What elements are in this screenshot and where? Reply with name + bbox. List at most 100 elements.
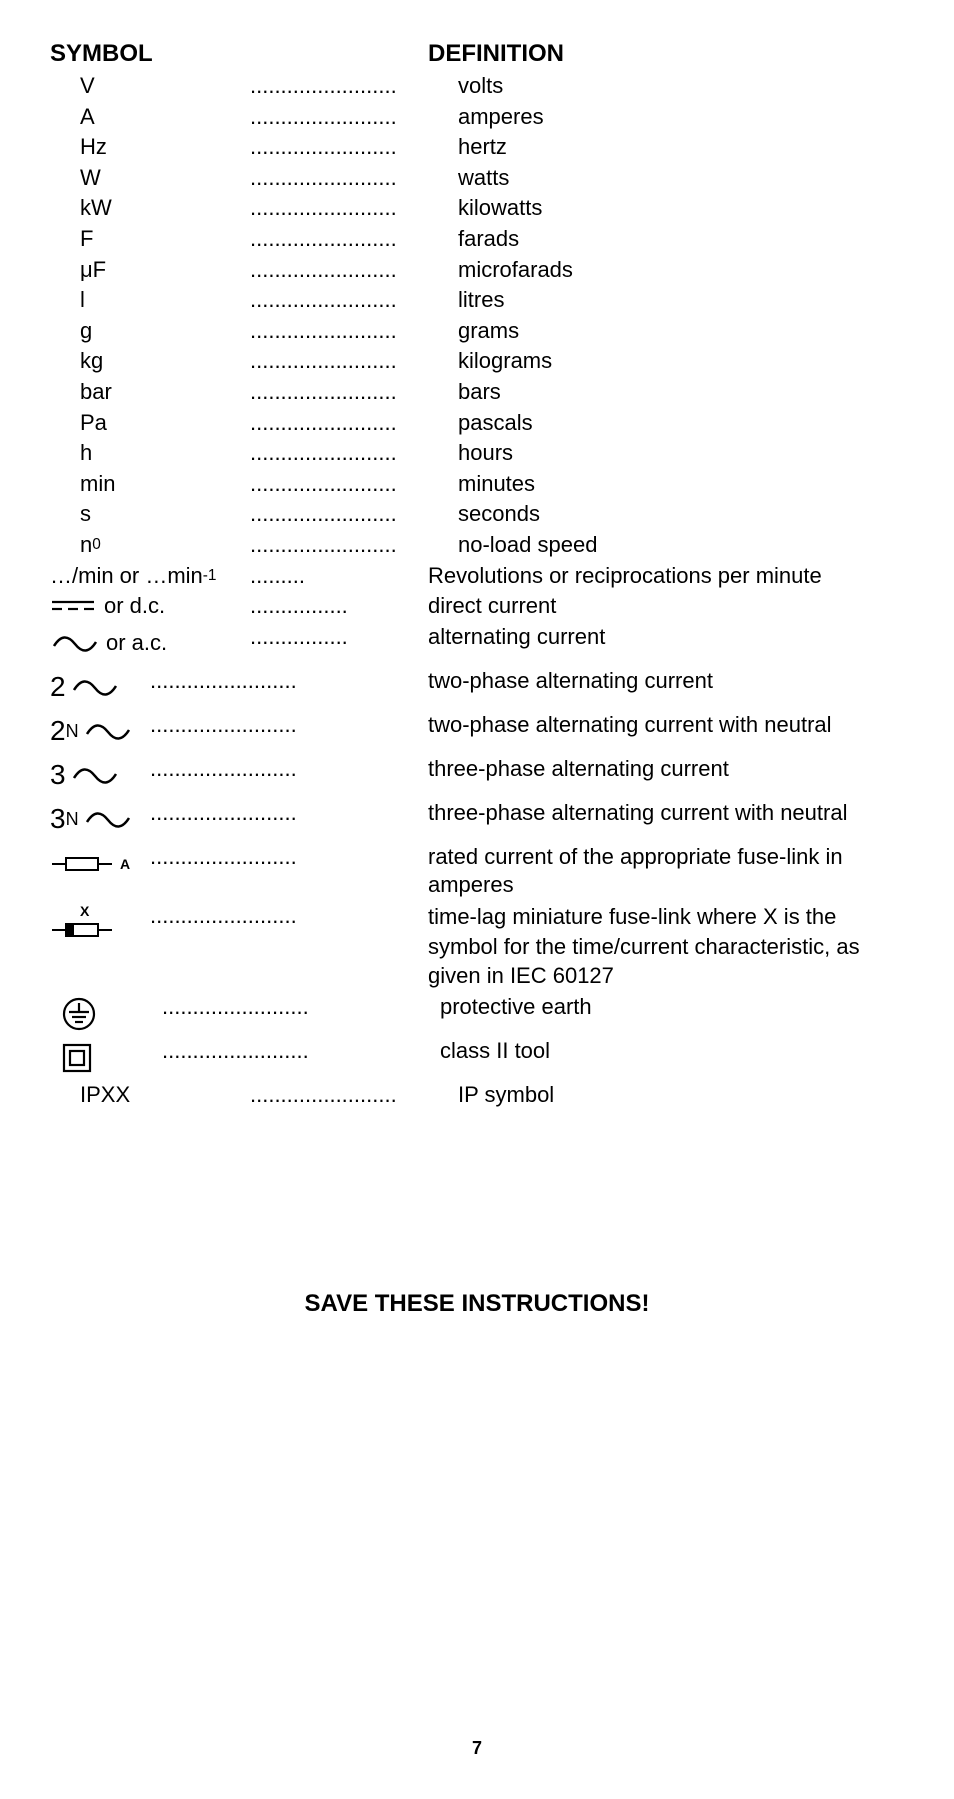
symbol-Pa: Pa	[50, 409, 250, 438]
row-volts: V ........................ volts	[50, 72, 904, 101]
row-pascals: Pa ........................ pascals	[50, 409, 904, 438]
ac-wave-icon	[83, 806, 133, 834]
dots: ........................	[250, 378, 450, 407]
fuse-a-icon: A	[50, 854, 140, 874]
row-farads: F ........................ farads	[50, 225, 904, 254]
dots: ........................	[250, 409, 450, 438]
ac-icon	[50, 630, 100, 658]
symbol-min: min	[50, 470, 250, 499]
dots: ........................	[150, 667, 420, 696]
row-dc: or d.c. ................ direct current	[50, 592, 904, 621]
symbol-kW: kW	[50, 194, 250, 223]
symbol-dc: or d.c.	[50, 592, 250, 621]
dots: ........................	[250, 256, 450, 285]
symbol-rpm: …/min or …min-1	[50, 562, 250, 591]
dots: ........................	[250, 72, 450, 101]
symbol-l: l	[50, 286, 250, 315]
ac-text: or a.c.	[106, 629, 167, 658]
def-dc: direct current	[420, 592, 556, 621]
row-grams: g ........................ grams	[50, 317, 904, 346]
row-ac2: 2 ........................ two-phase alt…	[50, 667, 904, 709]
dc-icon	[50, 599, 96, 613]
fuse-x-icon: X	[50, 906, 120, 940]
symbol-ac3: 3	[50, 755, 150, 797]
def-fuse-x: time-lag miniature fuse-link where X is …	[420, 902, 904, 991]
row-hertz: Hz ........................ hertz	[50, 133, 904, 162]
def-volts: volts	[450, 72, 503, 101]
def-ac3n: three-phase alternating current with neu…	[420, 799, 847, 828]
def-rpm: Revolutions or reciprocations per minute	[420, 562, 822, 591]
save-instructions: SAVE THESE INSTRUCTIONS!	[50, 1290, 904, 1318]
row-no-load-speed: n0 ........................ no-load spee…	[50, 531, 904, 560]
dots: ........................	[250, 164, 450, 193]
dots: ........................	[250, 470, 450, 499]
table-header: SYMBOL DEFINITION	[50, 40, 904, 68]
dots: ........................	[162, 1037, 432, 1066]
n0-sub: 0	[92, 535, 101, 555]
dots: ........................	[250, 317, 450, 346]
dots: ........................	[250, 133, 450, 162]
ac3n-num: 3	[50, 801, 66, 837]
dots: ........................	[250, 103, 450, 132]
row-rpm: …/min or …min-1 ......... Revolutions or…	[50, 562, 904, 591]
row-minutes: min ........................ minutes	[50, 470, 904, 499]
dots: ........................	[150, 843, 420, 872]
symbol-ac: or a.c.	[50, 623, 250, 665]
row-ac3n: 3N ........................ three-phase …	[50, 799, 904, 841]
symbol-g: g	[50, 317, 250, 346]
def-ip: IP symbol	[450, 1081, 554, 1110]
def-class2: class II tool	[432, 1037, 550, 1066]
def-ac: alternating current	[420, 623, 605, 652]
def-litres: litres	[450, 286, 504, 315]
def-no-load: no-load speed	[450, 531, 597, 560]
ac3n-N: N	[66, 808, 79, 831]
row-pe: ........................ protective eart…	[50, 993, 904, 1035]
row-amperes: A ........................ amperes	[50, 103, 904, 132]
def-ac3: three-phase alternating current	[420, 755, 729, 784]
symbol-bar: bar	[50, 378, 250, 407]
svg-text:A: A	[120, 856, 130, 872]
row-microfarads: μF ........................ microfarads	[50, 256, 904, 285]
def-fuse-a: rated current of the appropriate fuse-li…	[420, 843, 904, 900]
dots: ........................	[162, 993, 432, 1022]
svg-text:X: X	[80, 906, 90, 919]
row-ac2n: 2N ........................ two-phase al…	[50, 711, 904, 753]
symbol-ip: IPXX	[50, 1081, 250, 1110]
symbol-ac3n: 3N	[50, 799, 150, 841]
def-hertz: hertz	[450, 133, 507, 162]
dots: ................	[250, 623, 420, 652]
row-class2: ........................ class II tool	[50, 1037, 904, 1079]
def-watts: watts	[450, 164, 509, 193]
row-fuse-a: A ........................ rated current…	[50, 843, 904, 900]
row-kilowatts: kW ........................ kilowatts	[50, 194, 904, 223]
rpm-pre: …/min or …min	[50, 562, 203, 591]
row-litres: l ........................ litres	[50, 286, 904, 315]
def-ac2: two-phase alternating current	[420, 667, 713, 696]
symbol-uF: μF	[50, 256, 250, 285]
symbol-V: V	[50, 72, 250, 101]
header-symbol: SYMBOL	[50, 40, 220, 68]
row-fuse-x: X ........................ time-lag mini…	[50, 902, 904, 991]
symbol-W: W	[50, 164, 250, 193]
symbol-pe	[50, 993, 162, 1035]
def-amperes: amperes	[450, 103, 544, 132]
def-kilograms: kilograms	[450, 347, 552, 376]
symbol-s: s	[50, 500, 250, 529]
def-pascals: pascals	[450, 409, 533, 438]
dots: ........................	[250, 347, 450, 376]
symbol-class2	[50, 1037, 162, 1079]
row-hours: h ........................ hours	[50, 439, 904, 468]
row-bars: bar ........................ bars	[50, 378, 904, 407]
dots: ........................	[250, 439, 450, 468]
dots: ........................	[150, 902, 420, 931]
def-seconds: seconds	[450, 500, 540, 529]
def-minutes: minutes	[450, 470, 535, 499]
dots: ........................	[150, 799, 420, 828]
def-ac2n: two-phase alternating current with neutr…	[420, 711, 832, 740]
row-ip: IPXX ........................ IP symbol	[50, 1081, 904, 1110]
dots: .........	[250, 562, 420, 591]
ac2n-num: 2	[50, 713, 66, 749]
protective-earth-icon	[62, 997, 96, 1031]
header-definition: DEFINITION	[220, 40, 564, 68]
rpm-sup: -1	[203, 566, 217, 586]
